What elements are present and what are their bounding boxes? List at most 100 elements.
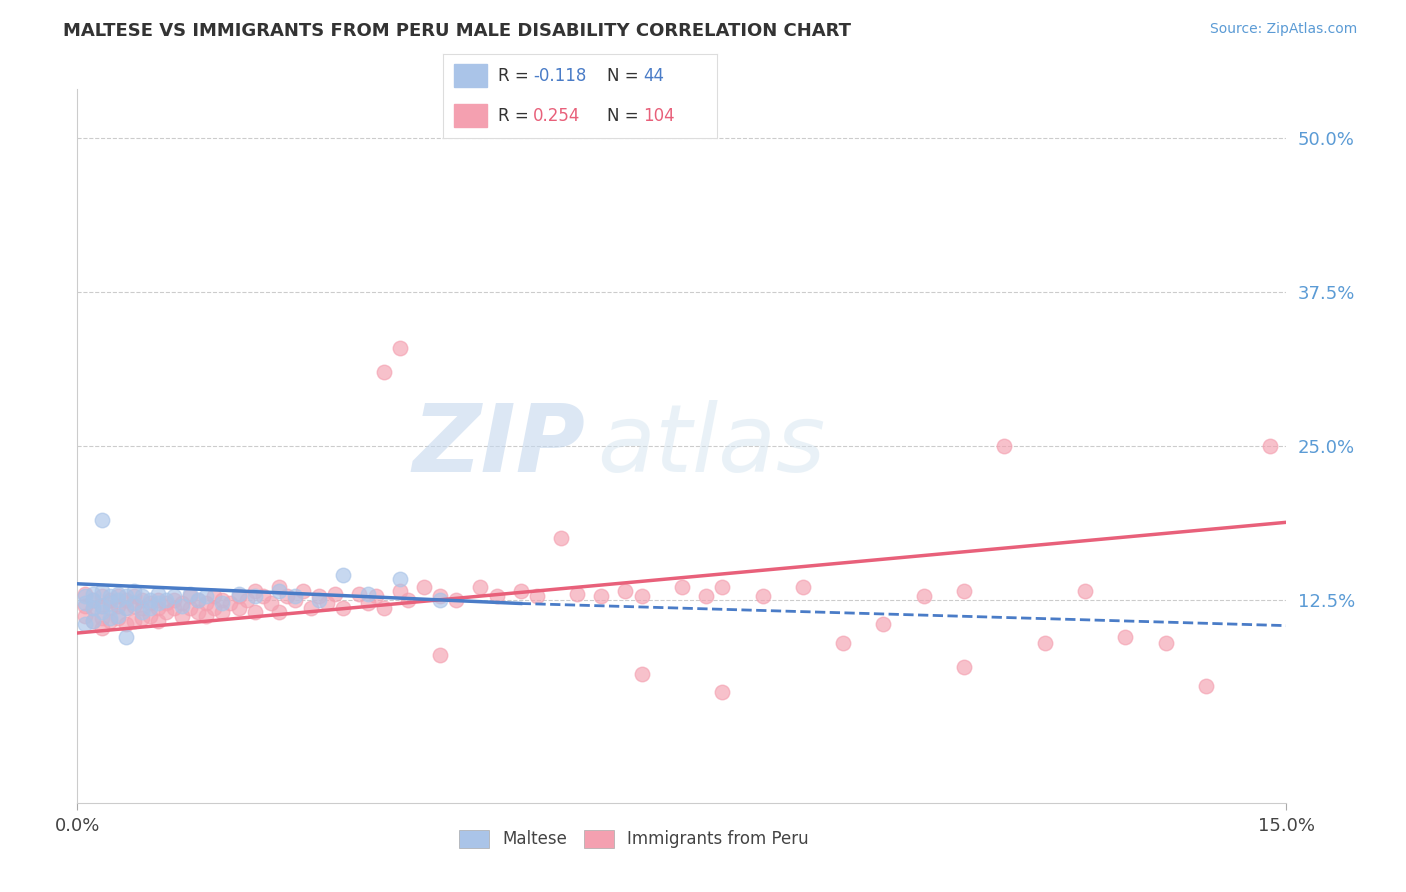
Point [792,581,814,595]
Point [107,592,129,607]
Point [228,587,250,601]
Point [131,601,153,615]
Point [179,587,201,601]
Point [993,439,1015,453]
Text: 0.254: 0.254 [533,107,581,125]
Point [373,365,395,379]
Point [98,589,121,603]
Point [82,592,104,607]
Point [90,589,112,603]
Point [107,599,129,613]
Point [228,589,250,603]
Text: N =: N = [607,67,644,85]
Point [332,601,354,615]
Point [131,592,153,607]
Point [146,601,169,615]
Point [90,599,112,613]
Point [1154,636,1177,650]
Point [122,614,145,628]
Text: Source: ZipAtlas.com: Source: ZipAtlas.com [1209,22,1357,37]
Point [114,592,136,607]
Point [195,589,218,603]
Point [146,587,169,601]
Point [163,601,186,615]
Point [122,584,145,599]
Point [832,636,855,650]
Point [388,584,411,599]
Point [82,601,104,615]
Point [243,605,266,619]
Point [179,589,201,603]
Point [364,589,387,603]
Point [114,589,136,603]
Point [98,614,121,628]
Point [243,584,266,599]
Point [429,592,451,607]
Point [114,601,136,615]
Point [308,589,330,603]
Point [131,611,153,625]
Text: N =: N = [607,107,644,125]
Point [219,597,242,611]
Point [284,589,307,603]
Point [187,605,209,619]
Point [614,584,637,599]
Text: atlas: atlas [598,401,825,491]
Text: R =: R = [498,67,534,85]
Point [1033,636,1056,650]
Point [396,592,419,607]
Point [107,587,129,601]
Point [163,589,186,603]
Point [75,597,97,611]
Point [485,589,508,603]
Point [1195,679,1218,693]
Point [90,611,112,625]
Point [260,597,283,611]
Point [122,597,145,611]
Point [146,597,169,611]
Point [90,584,112,599]
Point [98,597,121,611]
Point [114,630,136,644]
Point [413,581,436,595]
Point [323,587,346,601]
Point [90,621,112,635]
Point [591,589,613,603]
Point [187,592,209,607]
Point [172,608,194,623]
Point [98,611,121,625]
Point [202,601,225,615]
Point [292,584,315,599]
Point [316,597,339,611]
Bar [454,63,486,87]
Point [550,531,572,545]
Point [695,589,717,603]
Point [90,513,112,527]
Point [146,614,169,628]
Point [172,599,194,613]
Point [284,592,307,607]
Bar [454,103,486,128]
Text: MALTESE VS IMMIGRANTS FROM PERU MALE DISABILITY CORRELATION CHART: MALTESE VS IMMIGRANTS FROM PERU MALE DIS… [63,22,851,40]
Point [267,581,290,595]
Point [267,584,290,599]
Point [211,605,233,619]
Point [356,587,378,601]
Point [1074,584,1097,599]
Point [228,601,250,615]
Point [98,601,121,615]
Point [179,601,201,615]
Point [90,605,112,619]
Point [82,601,104,615]
Point [711,581,734,595]
Point [155,597,177,611]
Point [82,587,104,601]
Point [388,572,411,586]
Point [252,589,274,603]
Point [953,660,976,674]
Point [75,617,97,632]
Point [267,605,290,619]
Point [75,599,97,613]
Point [75,587,97,601]
Point [308,592,330,607]
